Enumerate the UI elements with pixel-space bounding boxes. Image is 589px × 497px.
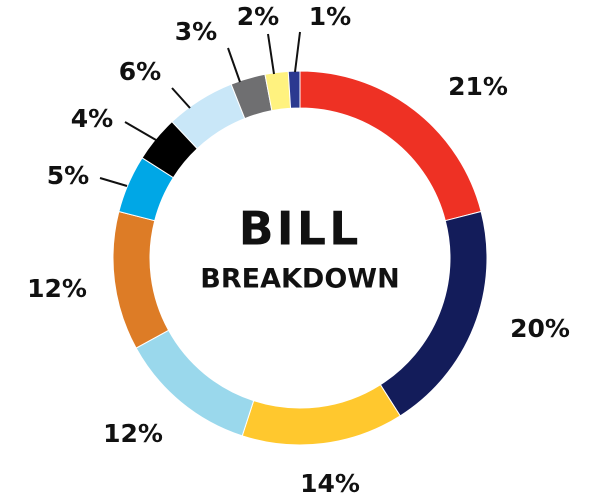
data-label: 12% xyxy=(27,274,87,303)
donut-segment xyxy=(112,210,170,349)
data-label: 12% xyxy=(103,419,163,448)
donut-segment xyxy=(287,70,301,109)
data-label: 5% xyxy=(47,161,89,190)
chart-subtitle: BREAKDOWN xyxy=(200,264,399,295)
leader-line xyxy=(171,87,191,109)
leader-line xyxy=(267,33,275,75)
data-label: 1% xyxy=(309,2,351,31)
data-label: 20% xyxy=(510,314,570,343)
leader-line xyxy=(124,121,157,141)
data-label: 14% xyxy=(300,469,360,497)
data-label: 2% xyxy=(237,2,279,31)
leader-line xyxy=(227,47,241,83)
chart-title: BILL xyxy=(239,202,362,256)
leader-line xyxy=(99,177,128,187)
leader-line xyxy=(294,31,301,73)
donut-segment xyxy=(241,383,401,446)
data-label: 6% xyxy=(119,57,161,86)
data-label: 3% xyxy=(175,17,217,46)
data-label: 21% xyxy=(448,72,508,101)
data-label: 4% xyxy=(71,104,113,133)
donut-segment xyxy=(379,210,488,417)
